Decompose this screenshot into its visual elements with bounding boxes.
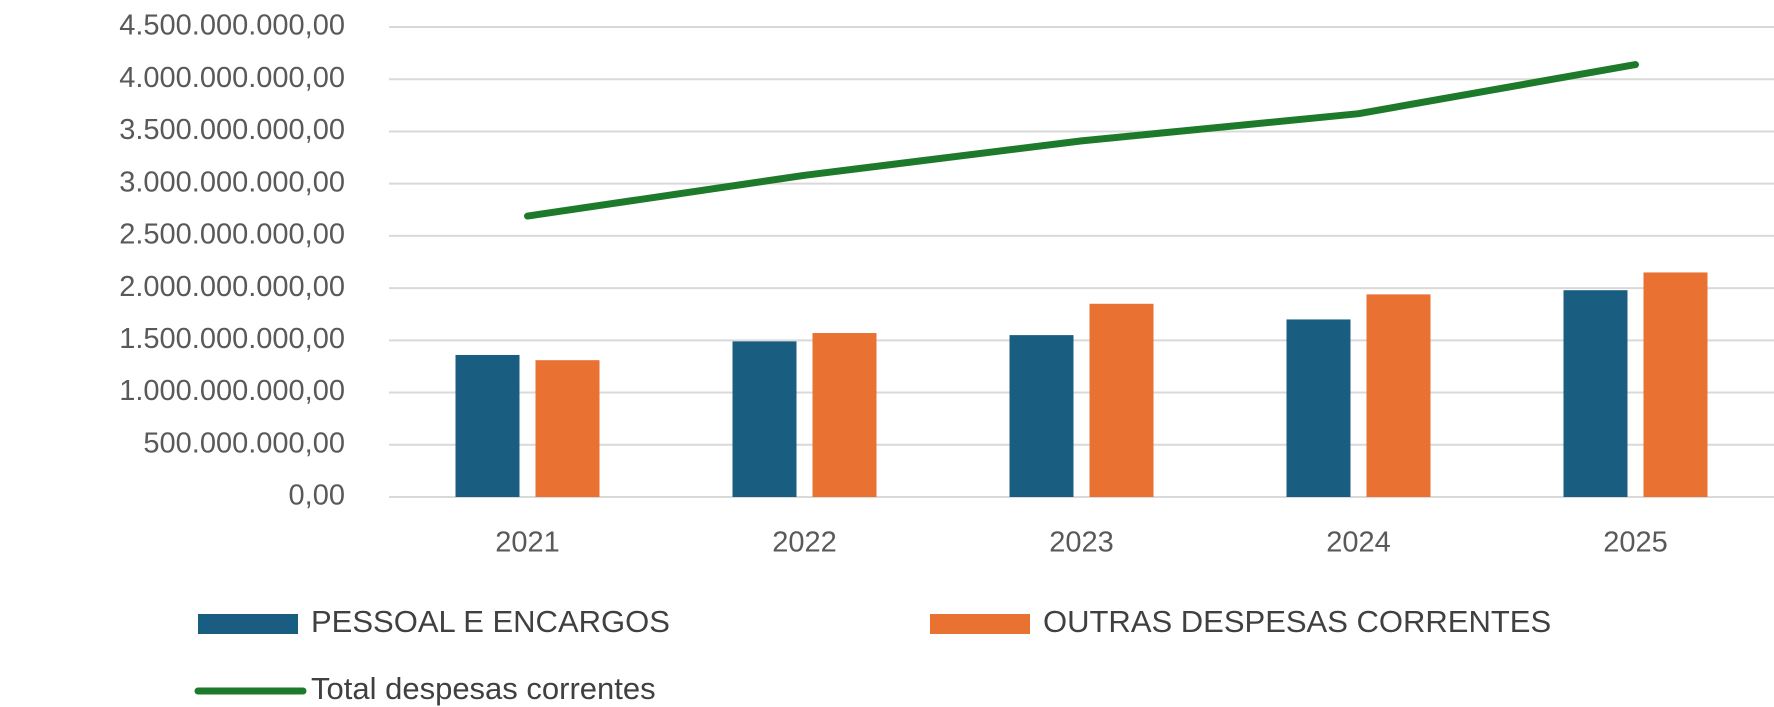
bar [535,360,600,497]
y-tick-label: 2.000.000.000,00 [119,271,345,303]
y-tick-label: 500.000.000,00 [143,427,345,459]
bar [1089,303,1154,497]
bar [812,333,877,497]
y-tick-label: 2.500.000.000,00 [119,219,345,251]
legend-swatch [198,614,298,634]
line [524,61,1639,220]
bar [455,354,520,497]
bar [1643,272,1708,497]
bar [1366,294,1431,497]
legend-label: Total despesas correntes [311,671,656,706]
legend-label: OUTRAS DESPESAS CORRENTES [1043,604,1551,639]
bar [1563,290,1628,497]
y-tick-label: 1.000.000.000,00 [119,375,345,407]
legend-swatch [930,614,1030,634]
y-tick-label: 4.500.000.000,00 [119,10,345,42]
y-tick-label: 1.500.000.000,00 [119,323,345,355]
y-tick-label: 3.500.000.000,00 [119,114,345,146]
x-tick-label: 2023 [1049,527,1114,559]
x-tick-label: 2022 [772,527,837,559]
x-tick-label: 2025 [1603,527,1668,559]
bar [1009,335,1074,497]
bar [1286,319,1351,497]
x-tick-label: 2024 [1326,527,1391,559]
y-tick-label: 3.000.000.000,00 [119,166,345,198]
bar [732,341,797,497]
y-tick-label: 0,00 [289,480,345,512]
y-tick-label: 4.000.000.000,00 [119,62,345,94]
legend-label: PESSOAL E ENCARGOS [311,604,670,639]
x-tick-label: 2021 [495,527,560,559]
